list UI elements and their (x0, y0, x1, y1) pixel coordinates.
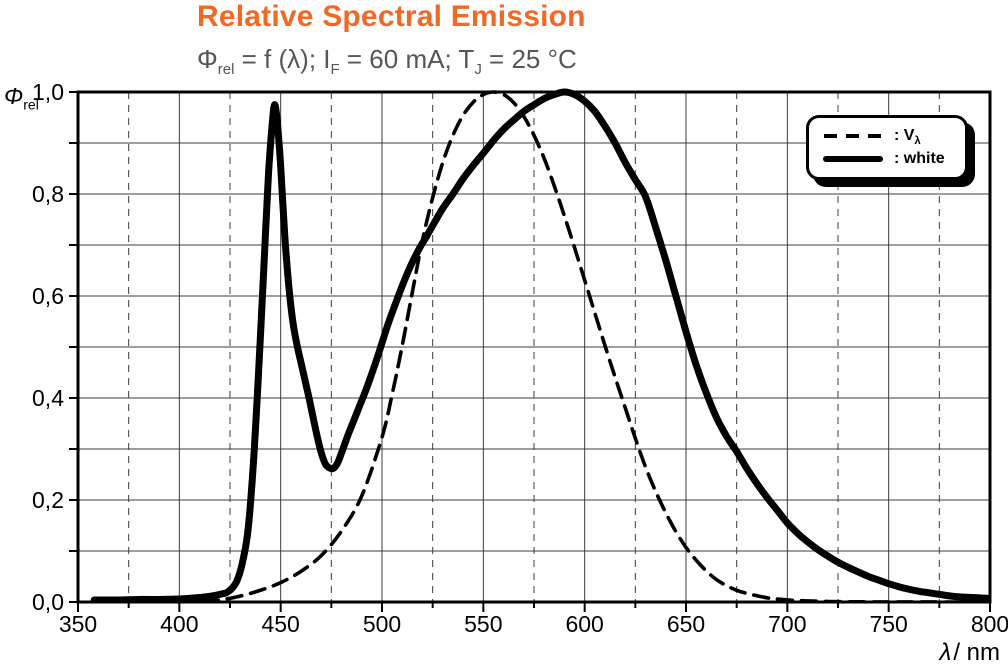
legend: : Vλ : white (806, 115, 968, 180)
x-axis-label: λ/ nm (940, 639, 1001, 667)
legend-label-vlambda: : Vλ (894, 127, 921, 148)
curve-white (90, 88, 990, 602)
subtitle-phi-subscript: rel (217, 61, 235, 79)
legend-label-white: : white (894, 150, 945, 167)
phi-subscript: rel (23, 96, 39, 113)
lambda-symbol: λ (939, 639, 952, 666)
x-tick-label: 550 (464, 611, 502, 637)
x-tick-label: 700 (768, 611, 806, 637)
curve-V-lambda (177, 90, 990, 602)
x-tick-label: 650 (667, 611, 705, 637)
legend-entry-white: : white (821, 150, 953, 168)
y-tick-label: 0,6 (32, 283, 64, 309)
x-tick-label: 500 (363, 611, 401, 637)
y-tick-label: 0,8 (32, 181, 64, 207)
x-tick-label: 600 (565, 611, 603, 637)
x-tick-label: 800 (971, 611, 1008, 637)
chart-title: Relative Spectral Emission (197, 0, 586, 33)
subtitle-condition-2: = 60 mA; T (339, 44, 475, 74)
subtitle-tj-subscript: J (474, 61, 482, 79)
y-axis-label: Φrel (4, 83, 39, 113)
x-axis-unit: / nm (953, 639, 1000, 666)
y-tick-label: 0,2 (32, 487, 64, 513)
legend-entry-vlambda: : Vλ (821, 127, 953, 148)
x-tick-label: 350 (59, 611, 97, 637)
subtitle-if-subscript: F (330, 61, 340, 79)
dashed-line-sample (824, 134, 882, 138)
subtitle-phi: Φ (197, 44, 218, 74)
y-tick-label: 0,0 (32, 589, 64, 615)
x-tick-label: 450 (261, 611, 299, 637)
subtitle-condition-3: = 25 °C (481, 44, 577, 74)
phi-symbol: Φ (4, 83, 24, 109)
y-tick-label: 0,4 (32, 385, 64, 411)
subtitle-condition-1: = f (λ); I (234, 44, 331, 74)
chart-subtitle: Φrel = f (λ); IF = 60 mA; TJ = 25 °C (197, 44, 577, 79)
y-tick-label: 1,0 (32, 79, 64, 105)
solid-line-sample (823, 156, 883, 162)
x-tick-label: 750 (869, 611, 907, 637)
x-tick-label: 400 (160, 611, 198, 637)
